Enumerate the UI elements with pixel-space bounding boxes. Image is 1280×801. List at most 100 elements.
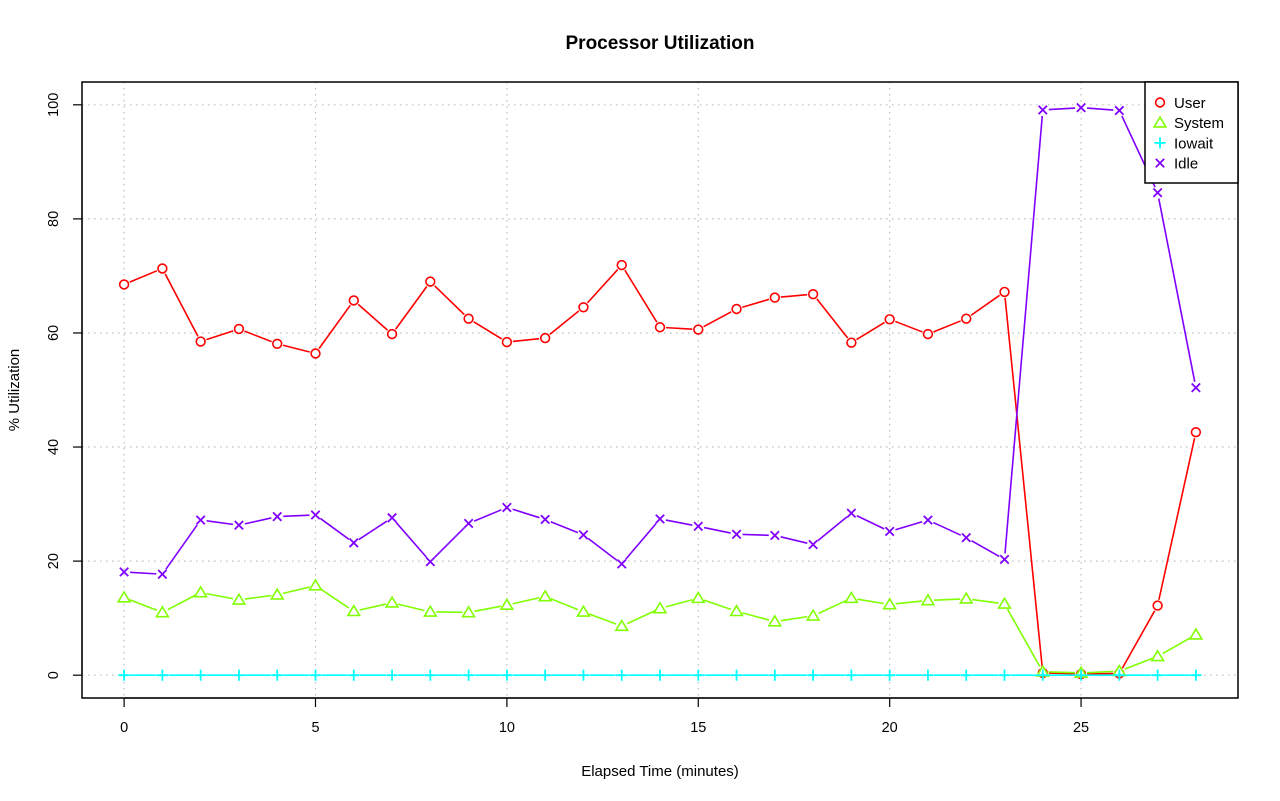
series-line-user	[129, 268, 1196, 675]
data-point-iowait	[1037, 669, 1049, 681]
data-point-system	[231, 592, 247, 605]
legend-label-system: System	[1174, 115, 1224, 132]
data-point-user	[425, 276, 436, 287]
data-point-iowait	[769, 669, 781, 681]
legend-marker-iowait	[1154, 137, 1166, 149]
data-point-user	[578, 302, 589, 313]
data-point-iowait	[1152, 669, 1164, 681]
data-point-system	[729, 604, 744, 617]
data-point-user	[693, 324, 704, 335]
data-point-system	[576, 604, 591, 617]
data-point-idle	[616, 559, 627, 569]
data-point-iowait	[654, 669, 666, 681]
data-point-system	[844, 591, 859, 604]
data-point-idle	[884, 526, 895, 537]
data-point-user	[731, 303, 742, 315]
data-point-idle	[272, 511, 283, 522]
data-point-system	[920, 593, 936, 606]
data-point-system	[614, 618, 630, 632]
data-point-user	[1190, 427, 1202, 438]
data-point-idle	[1076, 102, 1086, 113]
data-point-idle	[693, 521, 704, 532]
data-point-user	[654, 322, 666, 333]
data-point-iowait	[1190, 669, 1202, 681]
data-point-iowait	[118, 669, 130, 681]
series-system	[116, 578, 1204, 678]
data-point-iowait	[271, 669, 283, 681]
series-user	[118, 259, 1202, 680]
data-point-user	[807, 288, 819, 300]
data-point-idle	[310, 510, 321, 520]
legend-label-idle: Idle	[1174, 156, 1198, 173]
series-layer	[116, 102, 1204, 681]
data-point-idle	[195, 515, 206, 525]
legend-label-user: User	[1174, 95, 1206, 112]
data-point-idle	[1191, 382, 1201, 393]
data-point-iowait	[960, 669, 972, 681]
data-point-system	[384, 595, 400, 608]
legend-marker-idle	[1155, 158, 1165, 168]
data-point-iowait	[577, 669, 590, 681]
data-point-user	[195, 336, 206, 347]
y-tick-label: 20	[46, 553, 62, 569]
data-point-iowait	[463, 669, 475, 681]
x-tick-label: 5	[311, 720, 319, 736]
data-point-idle	[999, 554, 1010, 565]
data-point-idle	[348, 538, 359, 548]
data-point-user	[272, 338, 283, 349]
data-point-idle	[1114, 105, 1125, 116]
data-point-idle	[1152, 187, 1163, 198]
data-point-user	[884, 314, 895, 325]
data-point-system	[423, 604, 438, 617]
data-point-iowait	[386, 669, 398, 681]
x-axis-label: Elapsed Time (minutes)	[581, 763, 739, 780]
data-point-system	[652, 601, 668, 614]
data-point-iowait	[807, 669, 819, 681]
data-point-system	[193, 585, 208, 598]
data-point-idle	[961, 532, 972, 543]
data-point-user	[463, 313, 474, 324]
data-point-user	[386, 328, 398, 340]
data-point-idle	[234, 520, 244, 531]
data-point-idle	[731, 529, 742, 540]
data-point-system	[499, 597, 515, 611]
data-point-idle	[425, 556, 436, 567]
data-point-system	[461, 605, 476, 618]
data-point-system	[308, 578, 323, 591]
data-point-idle	[157, 569, 168, 580]
data-point-iowait	[998, 669, 1011, 681]
data-point-system	[805, 608, 821, 621]
data-point-user	[157, 263, 168, 274]
axes: 0 5 10 15 20 25 0 20 40 60 80 100	[46, 93, 1089, 736]
data-point-iowait	[730, 669, 743, 681]
data-point-system	[1150, 649, 1165, 662]
data-point-user	[118, 279, 130, 290]
data-point-system	[537, 589, 553, 602]
data-point-user	[846, 337, 857, 348]
data-point-idle	[463, 518, 474, 529]
x-tick-label: 25	[1073, 720, 1089, 736]
chart-title: Processor Utilization	[566, 33, 755, 54]
data-point-system	[690, 591, 706, 604]
data-point-user	[501, 336, 513, 348]
data-point-idle	[119, 567, 129, 577]
data-point-idle	[540, 514, 551, 525]
data-point-user	[616, 259, 627, 271]
data-point-idle	[387, 512, 397, 523]
data-point-idle	[846, 508, 857, 519]
data-point-iowait	[309, 669, 322, 681]
y-tick-label: 60	[46, 325, 62, 341]
data-point-system	[882, 597, 897, 610]
data-point-user	[1152, 600, 1163, 611]
data-point-idle	[578, 530, 589, 540]
data-point-iowait	[348, 669, 360, 681]
y-tick-label: 100	[46, 93, 62, 117]
data-point-system	[269, 587, 285, 600]
data-point-user	[310, 348, 321, 359]
legend-marker-system	[1152, 115, 1168, 128]
data-point-iowait	[845, 669, 857, 681]
data-point-user	[539, 332, 551, 344]
data-point-user	[348, 295, 359, 306]
data-point-iowait	[424, 669, 436, 681]
data-point-idle	[655, 514, 665, 524]
